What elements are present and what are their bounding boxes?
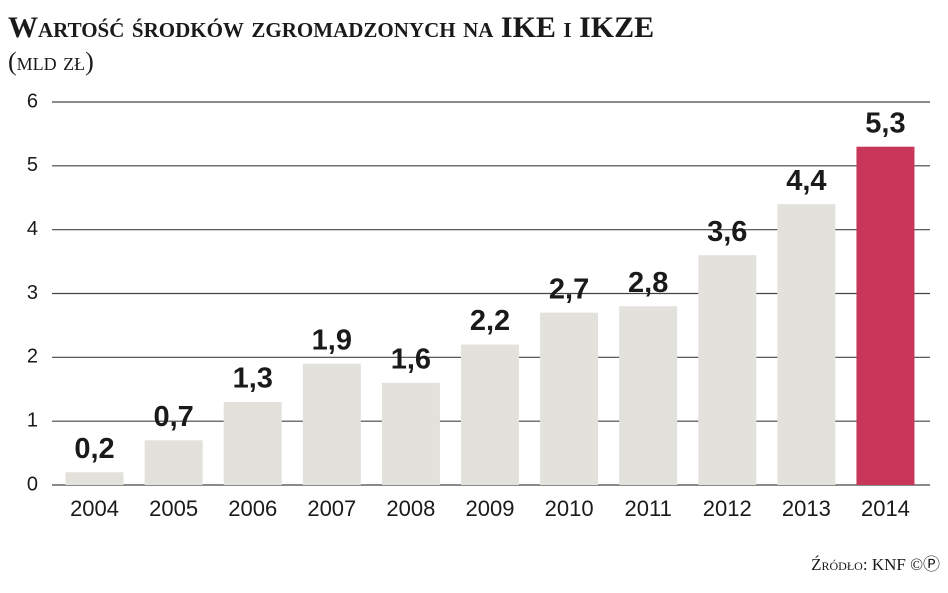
- value-label: 0,2: [74, 433, 114, 465]
- x-tick-label: 2010: [545, 496, 594, 521]
- x-tick-label: 2007: [307, 496, 356, 521]
- value-label: 5,3: [865, 107, 905, 139]
- chart-title: Wartość środków zgromadzonych na IKE i I…: [8, 11, 654, 44]
- value-label: 2,7: [549, 273, 589, 305]
- x-tick-label: 2014: [861, 496, 910, 521]
- source-note: Źródło: KNF ©Ⓟ: [811, 555, 940, 574]
- value-label: 4,4: [786, 165, 826, 197]
- y-tick-label: 4: [27, 218, 38, 240]
- x-tick-label: 2009: [466, 496, 515, 521]
- y-tick-label: 0: [27, 473, 38, 495]
- bar: [698, 255, 757, 485]
- value-label: 2,2: [470, 305, 510, 337]
- x-tick-label: 2008: [386, 496, 435, 521]
- value-label: 0,7: [153, 401, 193, 433]
- bar: [461, 344, 519, 485]
- x-tick-label: 2012: [703, 496, 752, 521]
- value-label: 1,9: [312, 324, 352, 356]
- y-tick-label: 5: [27, 154, 38, 176]
- x-tick-label: 2006: [228, 496, 277, 521]
- bar: [540, 312, 599, 485]
- x-tick-label: 2005: [149, 496, 198, 521]
- bar: [777, 204, 836, 485]
- y-tick-label: 1: [27, 409, 38, 431]
- value-label: 2,8: [628, 267, 668, 299]
- bar: [223, 402, 282, 485]
- bar: [65, 472, 124, 485]
- y-tick-label: 2: [27, 346, 38, 368]
- bar: [619, 306, 678, 485]
- y-tick-label: 6: [27, 90, 38, 112]
- bar: [381, 382, 440, 485]
- chart-subtitle: (mld zł): [8, 47, 94, 76]
- x-tick-label: 2011: [625, 496, 672, 521]
- value-label: 1,6: [391, 344, 431, 376]
- value-label: 3,6: [707, 216, 747, 248]
- bar: [856, 146, 915, 485]
- value-label: 1,3: [233, 363, 273, 395]
- y-tick-label: 3: [27, 282, 38, 304]
- x-tick-label: 2013: [782, 496, 831, 521]
- bar: [144, 440, 203, 485]
- bar: [302, 363, 361, 485]
- x-tick-label: 2004: [70, 496, 119, 521]
